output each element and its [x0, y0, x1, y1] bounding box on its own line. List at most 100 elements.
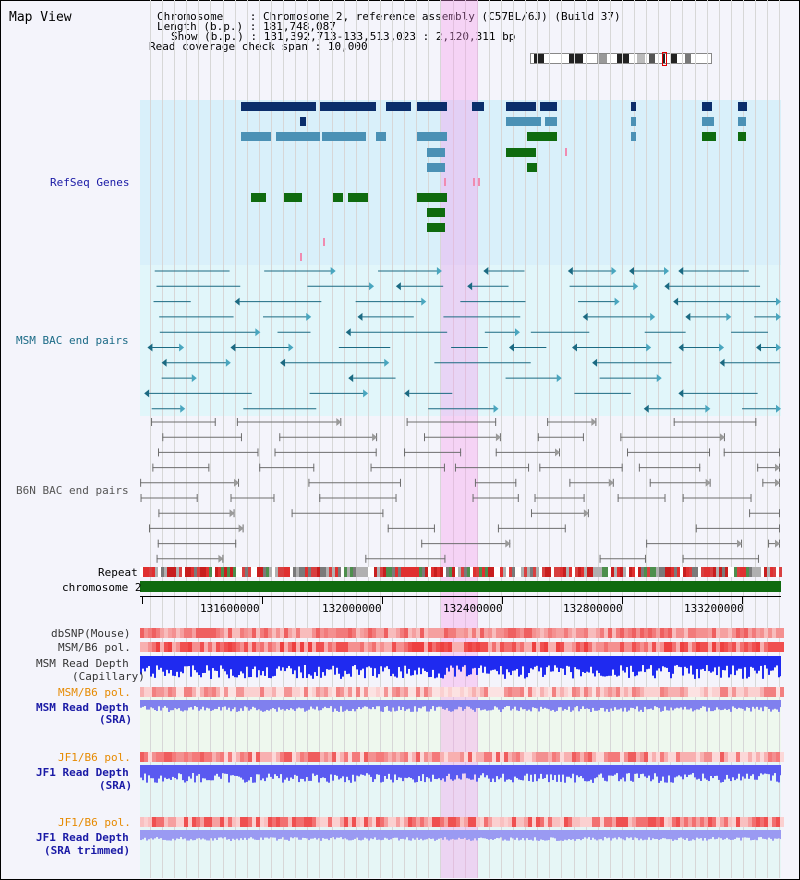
- b6n-bac-end[interactable]: [433, 524, 435, 533]
- b6n-bac-end[interactable]: [534, 494, 536, 502]
- b6n-bac-end[interactable]: [673, 418, 675, 426]
- b6n-bac-end[interactable]: [235, 539, 237, 548]
- b6n-bac-end[interactable]: [162, 433, 164, 442]
- refseq-gene[interactable]: [506, 102, 536, 111]
- repeat-track[interactable]: [140, 567, 782, 577]
- b6n-bac-end[interactable]: [620, 433, 622, 442]
- b6n-bac-end[interactable]: [387, 524, 389, 533]
- refseq-gene[interactable]: [631, 132, 636, 141]
- b6n-bac-end[interactable]: [617, 494, 619, 502]
- b6n-bac-end[interactable]: [140, 478, 142, 487]
- bac-end-marker[interactable]: [776, 404, 781, 413]
- bac-end-marker[interactable]: [180, 404, 186, 413]
- b6n-bac-end[interactable]: [157, 448, 159, 457]
- bac-end-marker[interactable]: [719, 433, 725, 442]
- bac-end-marker[interactable]: [514, 328, 520, 337]
- jf1-read-depth-sra-plot[interactable]: [140, 765, 781, 793]
- refseq-gene[interactable]: [506, 117, 541, 126]
- b6n-bac-end[interactable]: [699, 463, 701, 472]
- bac-end-marker[interactable]: [179, 343, 185, 352]
- b6n-bac-end[interactable]: [779, 524, 780, 533]
- b6n-bac-end[interactable]: [148, 524, 150, 533]
- b6n-bac-end[interactable]: [779, 448, 780, 457]
- b6n-bac-end[interactable]: [682, 494, 684, 502]
- b6n-bac-end[interactable]: [375, 448, 377, 457]
- b6n-bac-end[interactable]: [230, 494, 232, 502]
- b6n-bac-end[interactable]: [779, 509, 780, 518]
- refseq-gene[interactable]: [417, 102, 447, 111]
- track-label-b6n-bac[interactable]: B6N BAC end pairs: [16, 484, 129, 497]
- bac-end-marker[interactable]: [726, 312, 732, 321]
- refseq-gene[interactable]: [417, 193, 447, 202]
- b6n-bac-end[interactable]: [583, 494, 585, 502]
- refseq-gene[interactable]: [702, 117, 714, 126]
- b6n-bac-end[interactable]: [152, 463, 154, 472]
- refseq-gene[interactable]: [284, 193, 302, 202]
- refseq-gene[interactable]: [241, 132, 271, 141]
- bac-end-marker[interactable]: [508, 343, 514, 352]
- chromosome-ideogram[interactable]: [530, 52, 712, 66]
- bac-end-marker[interactable]: [775, 539, 780, 548]
- b6n-bac-end[interactable]: [582, 433, 584, 442]
- refseq-gene[interactable]: [241, 102, 316, 111]
- b6n-bac-end[interactable]: [291, 509, 293, 518]
- bac-end-marker[interactable]: [567, 267, 573, 275]
- track-label-chromosome[interactable]: chromosome 2: [62, 581, 142, 594]
- b6n-bac-end[interactable]: [537, 433, 539, 442]
- bac-end-marker[interactable]: [737, 539, 743, 548]
- b6n-bac-end[interactable]: [749, 509, 751, 518]
- bac-end-marker[interactable]: [369, 282, 375, 291]
- bac-end-marker[interactable]: [348, 374, 354, 383]
- b6n-bac-end[interactable]: [157, 539, 159, 548]
- bac-end-marker[interactable]: [404, 389, 410, 398]
- msm-read-depth-capillary-plot[interactable]: [140, 656, 781, 680]
- selected-region-highlight[interactable]: [441, 0, 478, 878]
- bac-end-marker[interactable]: [583, 509, 589, 518]
- refseq-gene[interactable]: [417, 132, 447, 141]
- b6n-bac-end[interactable]: [240, 433, 242, 442]
- refseq-gene[interactable]: [738, 102, 747, 111]
- b6n-bac-end[interactable]: [646, 539, 648, 548]
- track-label-jf1-b6-pol-2[interactable]: JF1/B6 pol.: [58, 816, 131, 829]
- bac-end-marker[interactable]: [238, 524, 244, 533]
- track-label-jf1-read-depth-trimmed[interactable]: JF1 Read Depth: [36, 831, 129, 844]
- bac-end-marker[interactable]: [646, 343, 652, 352]
- track-label-jf1-read-depth[interactable]: JF1 Read Depth: [36, 766, 129, 779]
- bac-end-marker[interactable]: [756, 343, 762, 352]
- bac-end-marker[interactable]: [161, 358, 167, 367]
- b6n-bac-end[interactable]: [515, 478, 517, 487]
- bac-end-marker[interactable]: [234, 297, 240, 306]
- bac-end-marker[interactable]: [255, 328, 261, 337]
- b6n-bac-end[interactable]: [495, 448, 497, 457]
- b6n-bac-end[interactable]: [151, 418, 153, 426]
- b6n-bac-end[interactable]: [196, 494, 198, 502]
- refseq-gene[interactable]: [738, 132, 746, 141]
- refseq-gene[interactable]: [472, 102, 484, 111]
- bac-end-marker[interactable]: [591, 418, 597, 426]
- refseq-gene[interactable]: [545, 117, 557, 126]
- bac-end-marker[interactable]: [191, 374, 197, 383]
- bac-end-marker[interactable]: [775, 463, 780, 472]
- bac-end-marker[interactable]: [372, 433, 378, 442]
- bac-end-marker[interactable]: [678, 389, 684, 398]
- refseq-gene[interactable]: [333, 193, 343, 202]
- refseq-gene[interactable]: [738, 117, 746, 126]
- bac-end-marker[interactable]: [288, 343, 294, 352]
- bac-end-marker[interactable]: [345, 328, 351, 337]
- bac-end-marker[interactable]: [330, 267, 336, 275]
- refseq-gene[interactable]: [702, 132, 716, 141]
- b6n-bac-end[interactable]: [395, 494, 397, 502]
- bac-end-marker[interactable]: [363, 389, 369, 398]
- b6n-bac-end[interactable]: [273, 494, 275, 502]
- bac-end-marker[interactable]: [656, 374, 662, 383]
- refseq-gene[interactable]: [631, 117, 636, 126]
- track-label-msm-b6-pol-2[interactable]: MSM/B6 pol.: [58, 686, 131, 699]
- track-label-msm-read-depth[interactable]: MSM Read Depth: [36, 657, 129, 670]
- bac-end-marker[interactable]: [229, 509, 235, 518]
- refseq-gene[interactable]: [506, 148, 536, 157]
- refseq-gene[interactable]: [427, 208, 445, 217]
- bac-end-marker[interactable]: [467, 282, 473, 291]
- track-label-repeat[interactable]: Repeat: [98, 566, 138, 579]
- b6n-bac-end[interactable]: [236, 418, 238, 426]
